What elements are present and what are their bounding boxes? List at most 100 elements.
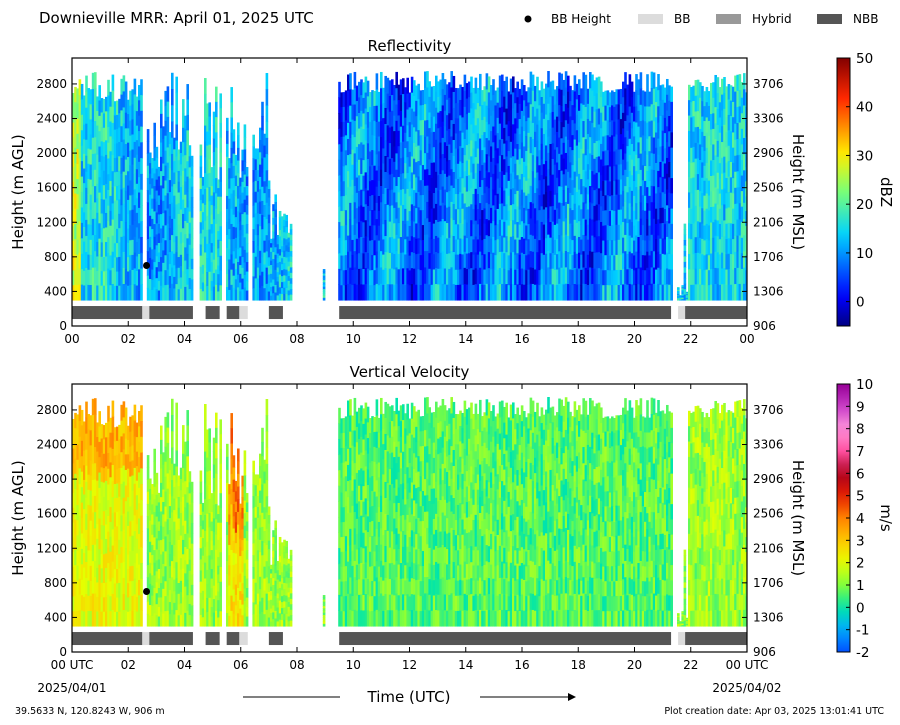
y-tick-label: 2000: [36, 472, 67, 486]
bb-class-bar: [72, 632, 747, 646]
y-axis-label: Height (m AGL): [9, 460, 27, 575]
x-tick-label: 00: [739, 332, 754, 346]
y-tick-label-right: 2106: [753, 215, 784, 229]
x-axis-label: Time (UTC): [367, 688, 451, 706]
bb-class-segment: [685, 306, 747, 320]
y-tick-label-right: 2106: [753, 541, 784, 555]
x-tick-label: 00 UTC: [726, 658, 769, 672]
x-tick-label: 14: [458, 658, 473, 672]
colorbar-tick-label: 10: [856, 377, 873, 393]
bb-class-segment: [142, 306, 150, 320]
x-tick-label: 14: [458, 332, 473, 346]
legend-label: Hybrid: [752, 12, 792, 26]
bb-class-segment: [678, 632, 686, 646]
heatmap: [72, 397, 747, 627]
x-tick-label: 18: [571, 658, 586, 672]
y-tick-label: 2400: [36, 112, 67, 126]
y-tick-label-right: 3306: [753, 438, 784, 452]
x-tick-label: 08: [289, 658, 304, 672]
x-tick-label: 20: [627, 332, 642, 346]
x-tick-label: 04: [177, 332, 192, 346]
colorbar-tick-label: 7: [856, 444, 865, 460]
y-tick-label-right: 1706: [753, 576, 784, 590]
y-tick-label: 2800: [36, 77, 67, 91]
x-tick-label: 20: [627, 658, 642, 672]
bb-class-segment: [339, 632, 672, 646]
x-tick-label: 16: [514, 332, 529, 346]
y-tick-label: 2800: [36, 403, 67, 417]
y-tick-label-right: 3706: [753, 403, 784, 417]
x-tick-label: 22: [683, 332, 698, 346]
legend-swatch-hybrid: [716, 14, 741, 24]
colorbar: 0 10 20 30 40 50 dBZ: [836, 51, 895, 327]
bb-class-segment: [72, 632, 143, 646]
colorbar-tick-label: 40: [856, 100, 873, 116]
y-tick-label: 400: [44, 284, 67, 298]
bb-class-segment: [678, 306, 686, 320]
y-tick-label-right: 3306: [753, 112, 784, 126]
y-tick-label: 0: [59, 319, 67, 333]
x-tick-label: 10: [346, 332, 361, 346]
y-tick-label: 800: [44, 576, 67, 590]
legend-swatch-nbb: [817, 14, 842, 24]
y-tick-label-right: 1306: [753, 284, 784, 298]
colorbar-tick-label: -2: [856, 645, 869, 661]
colorbar-label: m/s: [877, 504, 895, 532]
x-tick-label: 06: [233, 332, 248, 346]
legend: BB Height BB Hybrid NBB: [524, 12, 878, 26]
panel-title: Vertical Velocity: [350, 363, 470, 381]
x-tick-label: 08: [289, 332, 304, 346]
panel-title: Reflectivity: [368, 37, 452, 55]
colorbar-tick-label: 20: [856, 197, 873, 213]
bb-class-segment: [239, 306, 248, 320]
bb-class-segment: [226, 306, 240, 320]
y-tick-label-right: 906: [753, 319, 776, 333]
y-tick-label: 1200: [36, 215, 67, 229]
bb-height-marker: [143, 587, 151, 595]
bb-class-segment: [72, 306, 143, 320]
x-tick-label: 12: [402, 332, 417, 346]
y-tick-label: 0: [59, 645, 67, 659]
y-tick-label-right: 1306: [753, 610, 784, 624]
legend-label: BB: [674, 12, 690, 26]
y-tick-label-right: 3706: [753, 77, 784, 91]
colorbar-tick-label: 10: [856, 246, 873, 262]
y-tick-label: 2000: [36, 146, 67, 160]
time-arrow-head: [568, 693, 576, 701]
x-tick-label: 10: [346, 658, 361, 672]
y-tick-label-right: 2506: [753, 181, 784, 195]
y-tick-label: 2400: [36, 438, 67, 452]
bb-class-bar: [72, 306, 747, 320]
colorbar-tick-label: 50: [856, 51, 873, 67]
y-tick-label-right: 1706: [753, 250, 784, 264]
colorbar-tick-label: 5: [856, 489, 865, 505]
colorbar-tick-label: 4: [856, 511, 865, 527]
colorbar-tick-label: 3: [856, 533, 865, 549]
x-tick-label: 02: [121, 658, 136, 672]
end-date-label: 2025/04/02: [712, 681, 781, 695]
y-axis-label-right: Height (m MSL): [789, 134, 807, 250]
colorbar-tick-label: -1: [856, 623, 869, 639]
bb-class-segment: [142, 632, 150, 646]
y-tick-label: 800: [44, 250, 67, 264]
y-tick-label-right: 2506: [753, 507, 784, 521]
y-tick-label-right: 2906: [753, 146, 784, 160]
start-date-label: 2025/04/01: [37, 681, 106, 695]
x-tick-label: 00: [64, 332, 79, 346]
colorbar: -2 -1 0 1 2 3 4 5 6 7 8 9 10 m/s: [836, 377, 895, 661]
legend-bb-height-marker: [524, 15, 532, 23]
x-tick-label: 12: [402, 658, 417, 672]
x-tick-label: 00 UTC: [51, 658, 94, 672]
colorbar-label: dBZ: [877, 177, 895, 207]
colorbar-tick-label: 9: [856, 399, 865, 415]
bb-class-segment: [268, 632, 283, 646]
y-tick-label: 1600: [36, 181, 67, 195]
legend-swatch-bb: [638, 14, 663, 24]
y-tick-label-right: 2906: [753, 472, 784, 486]
bb-class-segment: [268, 306, 283, 320]
colorbar-tick-label: 2: [856, 556, 865, 572]
y-tick-label: 1600: [36, 507, 67, 521]
x-tick-label: 06: [233, 658, 248, 672]
